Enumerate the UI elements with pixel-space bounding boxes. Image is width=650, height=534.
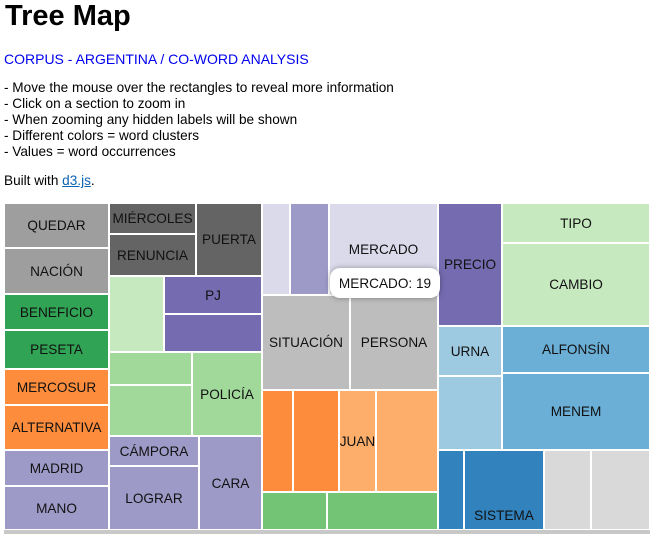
cell-label: QUEDAR bbox=[27, 218, 86, 233]
cell-precio[interactable]: PRECIO bbox=[438, 203, 502, 326]
cell-label: PUERTA bbox=[202, 232, 256, 247]
cell-unlabeled[interactable] bbox=[262, 390, 293, 492]
cell-label: MADRID bbox=[29, 460, 84, 476]
cell-label: NACIÓN bbox=[30, 263, 83, 279]
cell-alternativa[interactable]: ALTERNATIVA bbox=[4, 405, 109, 450]
built-with-line: Built with d3.js. bbox=[4, 173, 95, 188]
built-with-text: Built with bbox=[4, 173, 63, 188]
tooltip: MERCADO: 19 bbox=[330, 268, 440, 298]
cell-label: RENUNCIA bbox=[117, 247, 188, 263]
cell-policia[interactable]: POLICÍA bbox=[192, 352, 262, 436]
page-subtitle: CORPUS - ARGENTINA / CO-WORD ANALYSIS bbox=[4, 51, 309, 67]
cell-campora[interactable]: CÁMPORA bbox=[109, 436, 199, 466]
instruction-item: - Move the mouse over the rectangles to … bbox=[4, 80, 394, 95]
cell-label: PRECIO bbox=[443, 257, 497, 272]
instruction-item: - When zooming any hidden labels will be… bbox=[4, 112, 298, 127]
treemap-scroll-edge bbox=[4, 530, 650, 534]
cell-label: JUAN bbox=[339, 433, 376, 449]
cell-label: ALTERNATIVA bbox=[11, 420, 102, 435]
cell-sistema[interactable]: SISTEMA bbox=[464, 450, 544, 530]
instruction-item: - Values = word occurrences bbox=[4, 144, 176, 159]
cell-label: LOGRAR bbox=[125, 490, 183, 506]
cell-label: MERCOSUR bbox=[16, 379, 97, 395]
cell-label: TIPO bbox=[560, 215, 592, 231]
cell-label: POLICÍA bbox=[200, 386, 254, 402]
cell-label: SITUACIÓN bbox=[268, 335, 343, 350]
cell-peseta[interactable]: PESETA bbox=[4, 330, 109, 369]
cell-puerta[interactable]: PUERTA bbox=[196, 203, 262, 276]
cell-beneficio[interactable]: BENEFICIO bbox=[4, 294, 109, 330]
cell-pj[interactable]: PJ bbox=[164, 276, 262, 314]
cell-label: CARA bbox=[211, 475, 250, 491]
cell-label: CAMBIO bbox=[549, 277, 603, 292]
treemap: QUEDAR NACIÓN BENEFICIO PESETA MERCOSUR … bbox=[4, 203, 650, 534]
cell-label: MERCADO bbox=[348, 241, 419, 257]
cell-alfonsin[interactable]: ALFONSÍN bbox=[502, 326, 650, 373]
cell-menem[interactable]: MENEM bbox=[502, 373, 650, 450]
cell-unlabeled[interactable] bbox=[109, 352, 192, 385]
built-with-suffix: . bbox=[90, 173, 95, 188]
cell-lograr[interactable]: LOGRAR bbox=[109, 466, 199, 530]
cell-unlabeled[interactable] bbox=[327, 492, 438, 530]
cell-unlabeled[interactable] bbox=[109, 385, 192, 436]
cell-label: PESETA bbox=[30, 342, 83, 357]
cell-situacion[interactable]: SITUACIÓN bbox=[262, 295, 350, 390]
cell-unlabeled[interactable] bbox=[591, 450, 650, 530]
cell-unlabeled[interactable] bbox=[293, 390, 339, 492]
cell-renuncia[interactable]: RENUNCIA bbox=[109, 234, 196, 276]
instruction-item: - Different colors = word clusters bbox=[4, 128, 200, 143]
cell-unlabeled[interactable] bbox=[438, 376, 502, 450]
cell-unlabeled[interactable] bbox=[262, 492, 327, 530]
cell-madrid[interactable]: MADRID bbox=[4, 450, 109, 486]
cell-unlabeled[interactable] bbox=[109, 276, 164, 352]
cell-label: MIÉRCOLES bbox=[112, 211, 193, 226]
cell-cambio[interactable]: CAMBIO bbox=[502, 243, 650, 326]
cell-label: BENEFICIO bbox=[19, 304, 94, 320]
d3-link[interactable]: d3.js bbox=[62, 173, 91, 188]
cell-tipo[interactable]: TIPO bbox=[502, 203, 650, 243]
cell-juan[interactable]: JUAN bbox=[339, 390, 376, 492]
cell-label: SISTEMA bbox=[474, 508, 534, 523]
cell-persona[interactable]: PERSONA bbox=[350, 295, 438, 390]
cell-urna[interactable]: URNA bbox=[438, 326, 502, 376]
cell-label: PJ bbox=[205, 287, 221, 303]
page-title: Tree Map bbox=[5, 0, 131, 32]
cell-cara[interactable]: CARA bbox=[199, 436, 262, 530]
cell-mercosur[interactable]: MERCOSUR bbox=[4, 369, 109, 405]
cell-label: ALFONSÍN bbox=[542, 342, 610, 357]
cell-unlabeled[interactable] bbox=[290, 203, 329, 295]
cell-label: MANO bbox=[36, 500, 77, 516]
cell-unlabeled[interactable] bbox=[438, 450, 464, 530]
cell-label: PERSONA bbox=[360, 335, 428, 350]
cell-unlabeled[interactable] bbox=[164, 314, 262, 352]
cell-unlabeled[interactable] bbox=[376, 390, 438, 492]
cell-nacion[interactable]: NACIÓN bbox=[4, 248, 109, 294]
cell-label: CÁMPORA bbox=[119, 443, 189, 459]
cell-unlabeled[interactable] bbox=[262, 203, 290, 295]
cell-quedar[interactable]: QUEDAR bbox=[4, 203, 109, 248]
instructions-list: - Move the mouse over the rectangles to … bbox=[4, 80, 394, 160]
cell-label: URNA bbox=[450, 343, 490, 359]
cell-unlabeled[interactable] bbox=[544, 450, 591, 530]
cell-miercoles[interactable]: MIÉRCOLES bbox=[109, 203, 196, 234]
instruction-item: - Click on a section to zoom in bbox=[4, 96, 186, 111]
cell-mano[interactable]: MANO bbox=[4, 486, 109, 530]
cell-label: MENEM bbox=[550, 404, 602, 419]
